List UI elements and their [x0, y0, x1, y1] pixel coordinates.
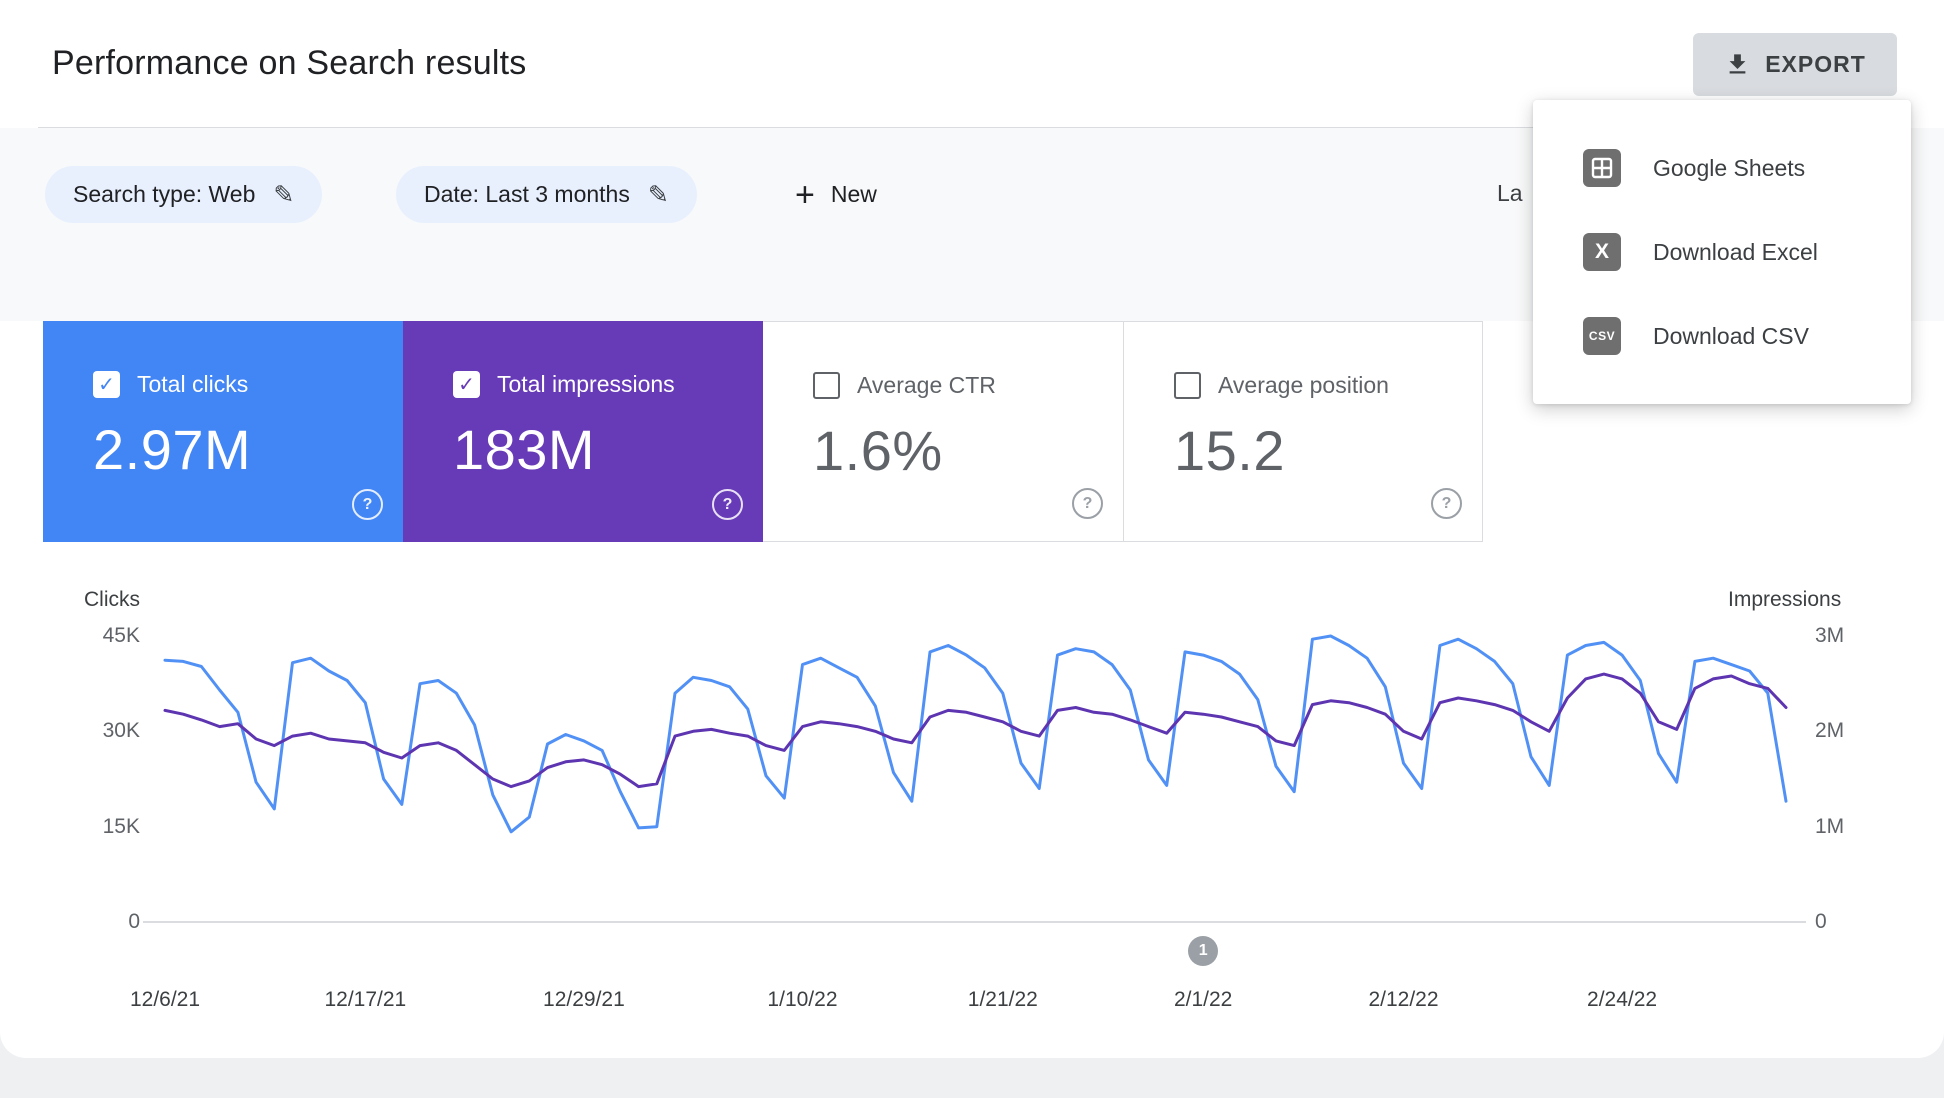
metric-card-header: Average CTR — [813, 372, 996, 399]
metric-label: Total clicks — [137, 371, 249, 397]
metric-value: 1.6% — [813, 419, 943, 482]
x-axis-tick: 12/29/21 — [543, 988, 625, 1011]
unchecked-checkbox-icon[interactable] — [813, 372, 840, 399]
metric-card-average-position[interactable]: Average position 15.2 ? — [1123, 321, 1483, 542]
edit-pencil-icon: ✎ — [647, 180, 669, 209]
y-axis-tick-left: 45K — [102, 624, 140, 647]
csv-icon: CSV — [1583, 317, 1621, 355]
help-icon[interactable]: ? — [1431, 488, 1462, 519]
search-type-chip[interactable]: Search type: Web ✎ — [45, 166, 323, 223]
metric-label: Total impressions — [497, 371, 675, 397]
google-sheets-icon — [1583, 149, 1621, 187]
metric-value: 2.97M — [93, 418, 252, 481]
metric-label: Average CTR — [857, 372, 996, 398]
help-icon[interactable]: ? — [352, 489, 383, 520]
y-axis-tick-left: 30K — [102, 719, 140, 743]
menu-item-label: Google Sheets — [1653, 154, 1806, 181]
download-icon — [1729, 54, 1746, 74]
export-menu: Google Sheets X Download Excel CSV Downl… — [1533, 100, 1911, 404]
export-button-label: EXPORT — [1765, 51, 1866, 77]
new-filter-button[interactable]: + New — [795, 166, 877, 223]
metric-value: 183M — [453, 418, 596, 481]
metric-card-total-impressions[interactable]: ✓ Total impressions 183M ? — [403, 321, 763, 542]
impressions-line — [163, 672, 1788, 789]
metric-card-average-ctr[interactable]: Average CTR 1.6% ? — [763, 321, 1123, 542]
metric-card-header: Average position — [1174, 372, 1389, 399]
y-axis-tick-right: 3M — [1815, 624, 1845, 647]
date-filter-chip[interactable]: Date: Last 3 months ✎ — [396, 166, 697, 223]
plus-icon: + — [795, 175, 815, 214]
export-button[interactable]: EXPORT — [1693, 33, 1897, 96]
left-axis-title: Clicks — [84, 588, 140, 611]
last-updated-label-clipped: La — [1497, 180, 1523, 206]
metric-card-header: ✓ Total clicks — [93, 371, 248, 398]
new-filter-label: New — [830, 181, 877, 207]
excel-icon: X — [1583, 233, 1621, 271]
y-axis-tick-right: 2M — [1815, 719, 1845, 743]
menu-item-download-excel[interactable]: X Download Excel — [1533, 210, 1911, 294]
x-axis-tick: 12/17/21 — [324, 988, 407, 1011]
y-axis-tick-right: 0 — [1815, 910, 1827, 933]
date-filter-chip-label: Date: Last 3 months — [424, 181, 630, 207]
metric-label: Average position — [1218, 372, 1389, 398]
metric-cards-row: ✓ Total clicks 2.97M ? ✓ Total impressio… — [43, 321, 1483, 542]
metric-value: 15.2 — [1174, 419, 1285, 482]
metric-card-header: ✓ Total impressions — [453, 371, 675, 398]
x-axis-tick: 2/12/22 — [1368, 988, 1439, 1011]
header-divider — [38, 127, 1906, 128]
menu-item-label: Download CSV — [1653, 322, 1809, 349]
y-axis-tick-left: 0 — [128, 910, 140, 933]
x-axis-tick: 2/24/22 — [1587, 988, 1658, 1011]
annotation-marker[interactable]: 1 — [1188, 936, 1219, 966]
x-axis-tick: 1/10/22 — [767, 988, 838, 1011]
x-axis-tick: 1/21/22 — [967, 988, 1038, 1011]
search-type-chip-label: Search type: Web — [73, 181, 256, 207]
main-panel: Performance on Search results EXPORT Sea… — [0, 0, 1944, 1058]
edit-pencil-icon: ✎ — [273, 180, 295, 209]
x-axis-tick: 2/1/22 — [1173, 988, 1233, 1011]
menu-item-label: Download Excel — [1653, 238, 1818, 265]
x-axis-tick: 12/6/21 — [129, 988, 201, 1011]
help-icon[interactable]: ? — [1072, 488, 1103, 519]
menu-item-google-sheets[interactable]: Google Sheets — [1533, 126, 1911, 210]
right-axis-title: Impressions — [1728, 588, 1842, 611]
page-title: Performance on Search results — [52, 44, 527, 82]
unchecked-checkbox-icon[interactable] — [1174, 372, 1201, 399]
checked-checkbox-icon[interactable]: ✓ — [93, 371, 120, 398]
y-axis-tick-right: 1M — [1815, 814, 1845, 838]
clicks-line — [163, 634, 1788, 834]
checked-checkbox-icon[interactable]: ✓ — [453, 371, 480, 398]
menu-item-download-csv[interactable]: CSV Download CSV — [1533, 294, 1911, 378]
y-axis-tick-left: 15K — [102, 814, 140, 838]
metric-card-total-clicks[interactable]: ✓ Total clicks 2.97M ? — [43, 321, 403, 542]
help-icon[interactable]: ? — [712, 489, 743, 520]
